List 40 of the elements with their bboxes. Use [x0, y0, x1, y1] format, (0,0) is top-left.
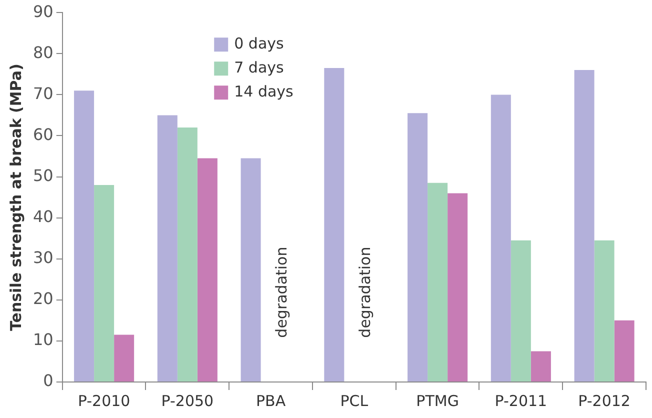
y-tick-label: 70: [33, 84, 54, 103]
y-tick-label: 50: [33, 166, 54, 185]
bar: [448, 193, 468, 382]
x-tick-label: PCL: [340, 392, 369, 410]
annotation: degradation: [272, 246, 291, 338]
bar: [114, 334, 134, 382]
bar: [197, 158, 218, 382]
x-tick-label: P-2011: [494, 392, 548, 410]
bar: [428, 182, 448, 382]
y-tick-label: 0: [43, 371, 54, 390]
bar: [74, 90, 94, 382]
y-tick-label: 30: [33, 248, 54, 268]
bar: [614, 320, 634, 382]
legend-label: 7 days: [234, 58, 284, 76]
x-tick-label: PBA: [256, 392, 286, 410]
y-tick-label: 10: [33, 330, 54, 350]
legend-label: 0 days: [234, 34, 284, 52]
bar: [157, 115, 178, 382]
legend-label: 14 days: [234, 82, 294, 100]
bar: [574, 70, 594, 382]
bar: [510, 240, 531, 382]
y-tick-label: 20: [33, 289, 54, 308]
y-tick-label: 80: [33, 42, 54, 62]
bar: [94, 184, 114, 382]
x-tick-label: P-2012: [578, 392, 630, 410]
bar: [594, 240, 614, 382]
bar: [530, 351, 551, 382]
y-tick-label: 90: [33, 2, 54, 21]
x-tick-label: PTMG: [416, 392, 459, 410]
x-tick-label: P-2050: [161, 392, 214, 410]
y-tick-label: 60: [33, 124, 54, 144]
x-tick-label: P-2010: [78, 392, 130, 410]
bar: [408, 113, 428, 382]
bar: [177, 128, 198, 382]
bar: [324, 68, 344, 382]
bar: [490, 94, 511, 382]
y-axis-title: Tensile strength at break (MPa): [6, 64, 25, 331]
y-tick-label: 40: [33, 206, 54, 226]
bar: [240, 158, 261, 382]
annotation: degradation: [356, 246, 374, 338]
